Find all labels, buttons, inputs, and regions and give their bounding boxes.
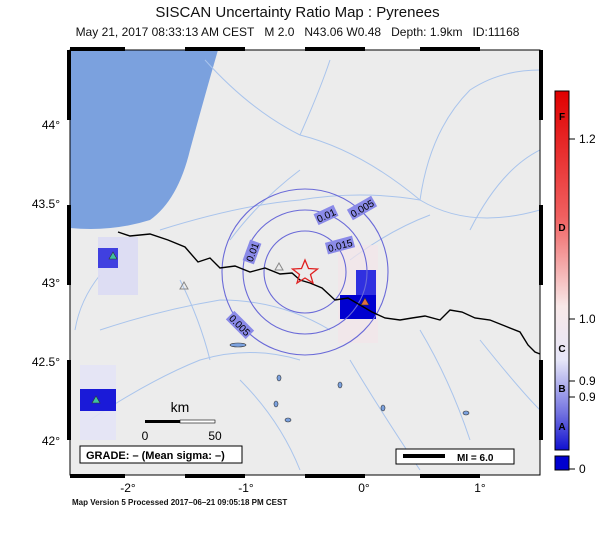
mi-box: MI = 6.0 xyxy=(395,448,515,465)
event-id: ID:11168 xyxy=(472,25,520,39)
grade-label: A xyxy=(558,422,565,433)
colorbar-value: 1.0 xyxy=(579,312,595,326)
france-spain-border xyxy=(117,231,540,355)
grade-box: GRADE: – (Mean sigma: –) xyxy=(79,445,243,464)
event-location: N43.06 W0.48 xyxy=(304,25,382,39)
scale-unit: km xyxy=(171,399,190,415)
lat-tick-label: 42.5° xyxy=(32,355,60,369)
scale-start: 0 xyxy=(142,429,149,443)
grade-label: C xyxy=(558,344,565,355)
event-date: May 21, 2017 08:33:13 AM CEST xyxy=(75,25,255,39)
lon-tick-label: 1° xyxy=(474,481,486,495)
epicenter-star-icon xyxy=(290,258,320,285)
station-icon xyxy=(179,280,189,290)
scale-bar: km 0 50 xyxy=(142,399,222,443)
rivers xyxy=(74,59,540,471)
grade-label: D xyxy=(558,223,565,234)
scale-end: 50 xyxy=(208,429,222,443)
station-icon xyxy=(91,395,101,404)
station-icon xyxy=(274,261,284,271)
colorbar-value: 0.9 xyxy=(579,374,595,388)
colorbar-value: 0.9 xyxy=(579,390,595,404)
longitude-labels: -2° -1° 0° 1° xyxy=(120,481,486,495)
grade-label: B xyxy=(558,384,565,395)
lon-tick-label: -1° xyxy=(238,481,254,495)
ocean-bay-of-biscay xyxy=(70,50,218,229)
station-icon xyxy=(108,251,118,260)
map-title: SISCAN Uncertainty Ratio Map : Pyrenees xyxy=(155,4,440,21)
lon-tick-label: 0° xyxy=(358,481,370,495)
colorbar: F D C B A 1.2 1.0 0.9 0.9 0 xyxy=(554,90,595,476)
footer-processed-note: Map Version 5 Processed 2017–06–21 09:05… xyxy=(72,498,288,507)
grade-label: F xyxy=(559,112,565,123)
lat-tick-label: 42° xyxy=(42,434,60,448)
stations xyxy=(91,251,370,404)
colorbar-value: 0 xyxy=(579,462,586,476)
event-info-line: May 21, 2017 08:33:13 AM CEST M 2.0 N43.… xyxy=(0,25,595,39)
lon-tick-label: -2° xyxy=(120,481,136,495)
colorbar-value: 1.2 xyxy=(579,132,595,146)
latitude-labels: 44° 43.5° 43° 42.5° 42° xyxy=(32,118,60,448)
lat-tick-label: 43.5° xyxy=(32,197,60,211)
event-magnitude: M 2.0 xyxy=(264,25,295,39)
lat-tick-label: 43° xyxy=(42,276,60,290)
mi-text: MI = 6.0 xyxy=(457,453,494,464)
map-frame xyxy=(67,47,543,478)
uncertainty-contours xyxy=(221,188,389,356)
lakes xyxy=(229,342,470,423)
event-depth: Depth: 1.9km xyxy=(391,25,463,39)
lat-tick-label: 44° xyxy=(42,118,60,132)
grade-text: GRADE: – (Mean sigma: –) xyxy=(86,450,225,462)
station-icon xyxy=(360,297,370,306)
